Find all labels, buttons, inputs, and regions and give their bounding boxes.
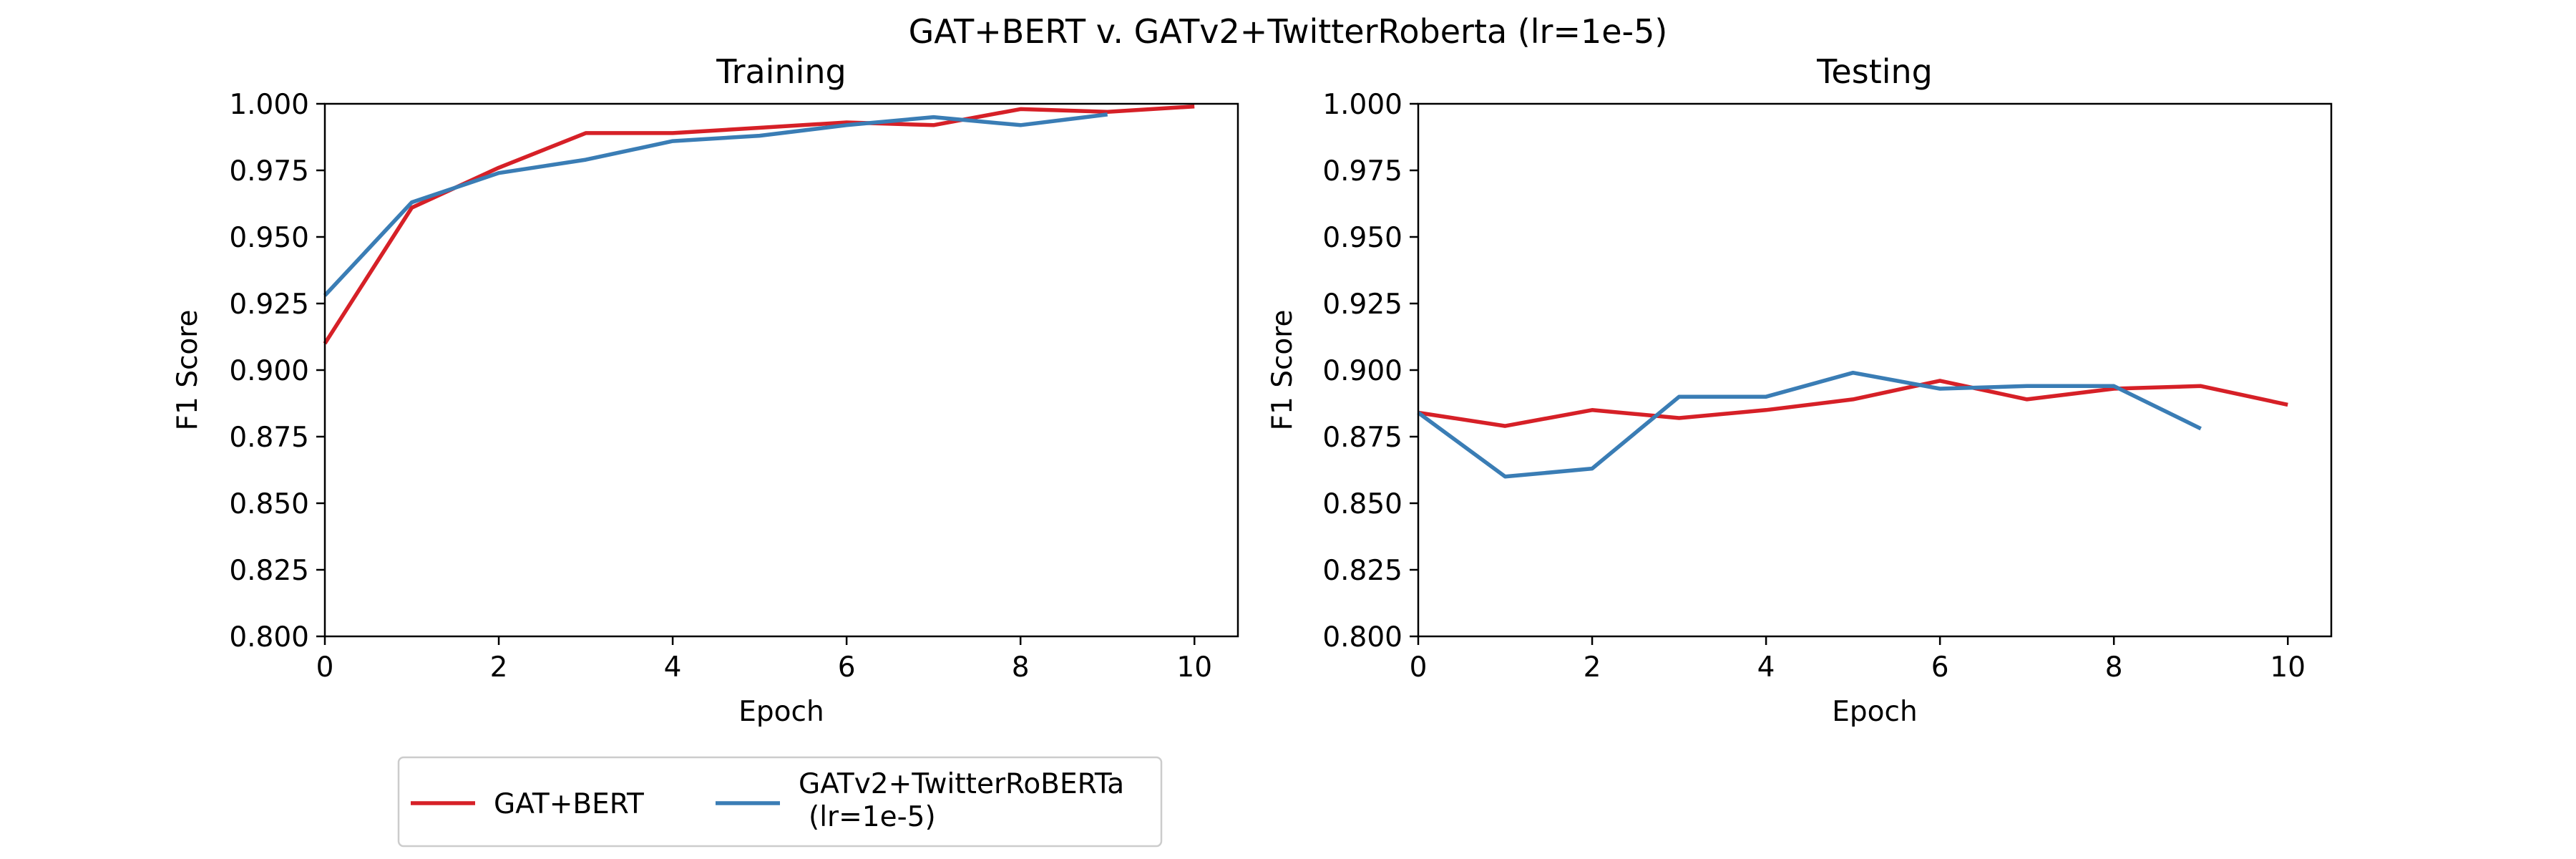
training-x-tick-label: 10 (1176, 651, 1212, 684)
testing-x-label: Epoch (1832, 696, 1917, 728)
testing-title: Testing (1816, 52, 1933, 91)
training-y-tick-label: 0.925 (229, 288, 309, 321)
testing-y-tick-label: 0.850 (1322, 488, 1402, 520)
testing-y-tick-label: 0.800 (1322, 621, 1402, 654)
testing-x-tick-label: 2 (1584, 651, 1601, 684)
training-y-tick-label: 0.950 (229, 222, 309, 254)
training-y-tick-label: 0.850 (229, 488, 309, 520)
training-y-tick-label: 1.000 (229, 89, 309, 121)
figure-title: GAT+BERT v. GATv2+TwitterRoberta (lr=1e-… (909, 12, 1668, 51)
legend-label-gatv2-roberta-line-2: (lr=1e-5) (809, 801, 936, 833)
training-y-tick-label: 0.825 (229, 555, 309, 587)
testing-y-tick-label: 0.900 (1322, 355, 1402, 387)
testing-y-tick-label: 0.875 (1322, 422, 1402, 454)
legend-label-gatv2-roberta: GATv2+TwitterRoBERTa (lr=1e-5) (799, 768, 1133, 833)
testing-x-tick-label: 0 (1410, 651, 1428, 684)
training-x-tick-label: 4 (664, 651, 682, 684)
training-y-label: F1 Score (172, 310, 204, 431)
testing-y-axis: 0.800 0.825 0.850 0.875 0.900 0.925 0.950 0.975… (1322, 89, 1418, 654)
testing-x-tick-label: 4 (1757, 651, 1775, 684)
testing-y-tick-label: 0.925 (1322, 288, 1402, 321)
training-series-gatv2-roberta (323, 112, 1108, 297)
training-y-tick-label: 0.800 (229, 621, 309, 654)
training-y-tick-label: 0.900 (229, 355, 309, 387)
legend: GAT+BERT GATv2+TwitterRoBERTa (lr=1e-5) (397, 756, 1163, 848)
training-x-tick-label: 8 (1012, 651, 1030, 684)
training-series-gat-bert (323, 104, 1195, 345)
testing-y-tick-label: 0.950 (1322, 222, 1402, 254)
testing-y-tick-label: 1.000 (1322, 89, 1402, 121)
testing-x-tick-label: 8 (2105, 651, 2123, 684)
legend-label-gat-bert: GAT+BERT (494, 788, 644, 820)
testing-plot-area (1417, 370, 2288, 479)
training-title: Training (716, 52, 847, 91)
legend-label-gatv2-roberta-line-1: GATv2+TwitterRoBERTa (799, 768, 1124, 800)
testing-y-tick-label: 0.825 (1322, 555, 1402, 587)
training-panel: Training 0 2 4 6 8 10 0.800 0.825 0.850 0.875 0.9… (172, 52, 1239, 728)
training-x-tick-label: 0 (316, 651, 334, 684)
training-x-tick-label: 2 (490, 651, 508, 684)
training-x-tick-label: 6 (838, 651, 856, 684)
testing-x-tick-label: 6 (1931, 651, 1949, 684)
testing-y-label: F1 Score (1267, 310, 1299, 431)
testing-panel: Testing 0 2 4 6 8 10 0.800 0.825 0.850 0.875 0.90… (1267, 52, 2333, 728)
testing-y-tick-label: 0.975 (1322, 155, 1402, 188)
testing-series-gatv2-roberta (1417, 370, 2202, 479)
training-plot-area (323, 104, 1195, 345)
training-y-axis: 0.800 0.825 0.850 0.875 0.900 0.925 0.950 0.975… (229, 89, 325, 654)
testing-axes-frame (1417, 102, 2333, 638)
training-x-label: Epoch (738, 696, 824, 728)
testing-x-axis: 0 2 4 6 8 10 (1410, 636, 2306, 684)
training-y-tick-label: 0.975 (229, 155, 309, 188)
testing-series-gat-bert (1418, 379, 2288, 428)
testing-x-tick-label: 10 (2270, 651, 2306, 684)
training-y-tick-label: 0.875 (229, 422, 309, 454)
training-x-axis: 0 2 4 6 8 10 (316, 636, 1212, 684)
